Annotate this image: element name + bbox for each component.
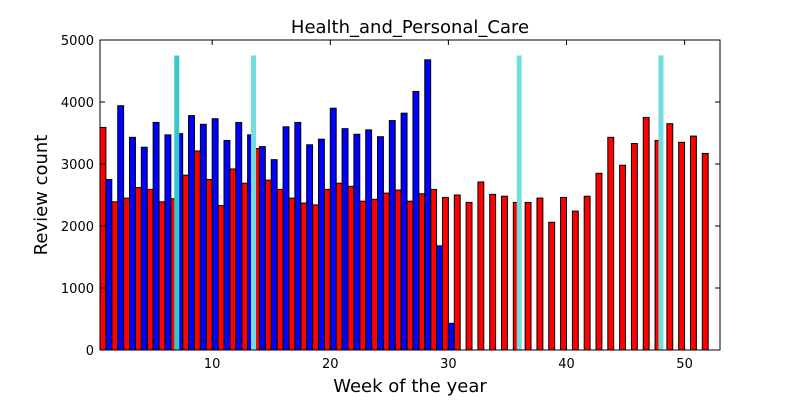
blue-bar-week-21	[341, 128, 349, 351]
vertical-marker-4	[658, 55, 664, 350]
x-tick-label-10: 10	[204, 357, 221, 372]
red-bar-week-8	[182, 174, 190, 351]
red-bar-week-1	[99, 126, 107, 351]
blue-bar-week-3	[129, 136, 136, 351]
red-bar-week-35	[501, 195, 508, 351]
y-tick-label-3000: 3000	[61, 158, 94, 173]
blue-bar-week-27	[412, 90, 420, 351]
blue-bar-week-19	[317, 138, 325, 351]
red-bar-week-30	[441, 196, 449, 351]
blue-bar-week-28	[424, 59, 432, 351]
blue-bar-week-17	[294, 121, 302, 351]
x-tick-label-30: 30	[440, 357, 457, 372]
red-bar-week-9	[193, 150, 201, 351]
blue-bar-week-10	[211, 118, 219, 351]
red-bar-week-52	[701, 152, 709, 351]
chart-title: Health_and_Personal_Care	[291, 17, 529, 38]
y-axis-title: Review count	[31, 135, 52, 256]
red-bar-week-49	[666, 123, 674, 351]
red-bar-week-19	[312, 204, 319, 351]
red-bar-week-46	[630, 143, 638, 351]
red-bar-week-34	[489, 193, 497, 351]
blue-bar-week-11	[223, 139, 231, 351]
blue-bar-week-12	[235, 121, 243, 351]
y-tick-label-4000: 4000	[61, 96, 94, 111]
red-bar-week-18	[300, 202, 308, 351]
blue-bar-week-24	[377, 136, 384, 351]
red-bar-week-6	[158, 201, 166, 351]
blue-bar-week-23	[365, 129, 373, 351]
red-bar-week-32	[465, 201, 473, 351]
blue-bar-week-2	[117, 105, 125, 351]
vertical-marker-2	[251, 55, 257, 350]
red-bar-week-22	[347, 185, 355, 351]
red-bar-week-27	[406, 200, 414, 351]
red-bar-week-16	[276, 188, 284, 351]
ticks-layer: 10 20 30 40 50 0 1000 2000 3000 4000 5000	[61, 34, 720, 372]
y-tick-label-0: 0	[86, 344, 94, 359]
blue-bar-week-25	[388, 120, 396, 351]
blue-bar-week-29	[436, 245, 443, 351]
red-bar-week-41	[571, 210, 579, 351]
red-bar-week-24	[371, 198, 379, 351]
red-bar-week-20	[323, 188, 331, 351]
blue-bar-week-26	[400, 112, 408, 351]
red-bar-week-23	[359, 200, 367, 351]
blue-bar-week-30	[447, 322, 455, 351]
red-bar-week-15	[264, 179, 272, 351]
red-bar-week-43	[595, 172, 603, 351]
red-bar-week-39	[548, 221, 556, 351]
plot-frame	[99, 39, 721, 351]
y-tick-label-1000: 1000	[61, 282, 94, 297]
red-bar-week-42	[583, 195, 591, 351]
red-bar-week-31	[453, 194, 461, 351]
red-bar-week-17	[288, 197, 296, 351]
red-bar-week-50	[678, 141, 686, 351]
markers-layer	[174, 55, 664, 350]
blue-bar-week-9	[199, 123, 207, 351]
red-bar-week-44	[607, 136, 615, 351]
blue-bar-week-4	[140, 146, 148, 351]
vertical-marker-3	[516, 55, 522, 350]
red-bar-week-4	[134, 187, 142, 351]
blue-bar-week-5	[152, 121, 160, 351]
y-tick-label-5000: 5000	[61, 34, 94, 49]
x-tick-label-50: 50	[676, 357, 693, 372]
red-bar-week-33	[477, 181, 485, 351]
blue-bar-week-14	[258, 146, 266, 351]
red-bar-week-37	[524, 201, 532, 351]
red-bar-week-40	[560, 196, 567, 351]
blue-bar-week-16	[282, 126, 290, 351]
red-bar-week-2	[111, 201, 119, 351]
blue-bar-week-20	[329, 107, 337, 351]
red-bar-week-21	[335, 182, 343, 351]
red-bar-week-13	[241, 182, 249, 351]
blue-bar-week-8	[188, 115, 195, 351]
x-axis-title: Week of the year	[333, 376, 487, 397]
red-bar-week-25	[382, 192, 390, 351]
red-bar-week-28	[418, 193, 426, 351]
red-bar-week-47	[642, 117, 650, 351]
blue-bar-week-6	[164, 134, 172, 351]
red-bar-week-12	[229, 168, 237, 351]
blue-bar-week-22	[353, 133, 361, 351]
blue-bar-week-1	[105, 179, 113, 351]
red-bar-week-45	[619, 164, 627, 351]
red-bar-week-5	[146, 188, 154, 351]
red-bar-week-10	[205, 179, 213, 351]
red-bar-week-26	[394, 189, 402, 351]
y-tick-label-2000: 2000	[61, 220, 94, 235]
red-bar-week-38	[536, 197, 544, 351]
red-bar-week-51	[689, 135, 697, 351]
red-bar-week-11	[217, 205, 225, 351]
red-bar-week-29	[430, 188, 438, 351]
red-bar-week-3	[123, 197, 131, 351]
x-tick-label-20: 20	[322, 357, 339, 372]
vertical-marker-1	[174, 55, 180, 350]
blue-bar-week-18	[306, 144, 314, 351]
x-tick-label-40: 40	[558, 357, 575, 372]
blue-bar-week-15	[270, 159, 278, 351]
